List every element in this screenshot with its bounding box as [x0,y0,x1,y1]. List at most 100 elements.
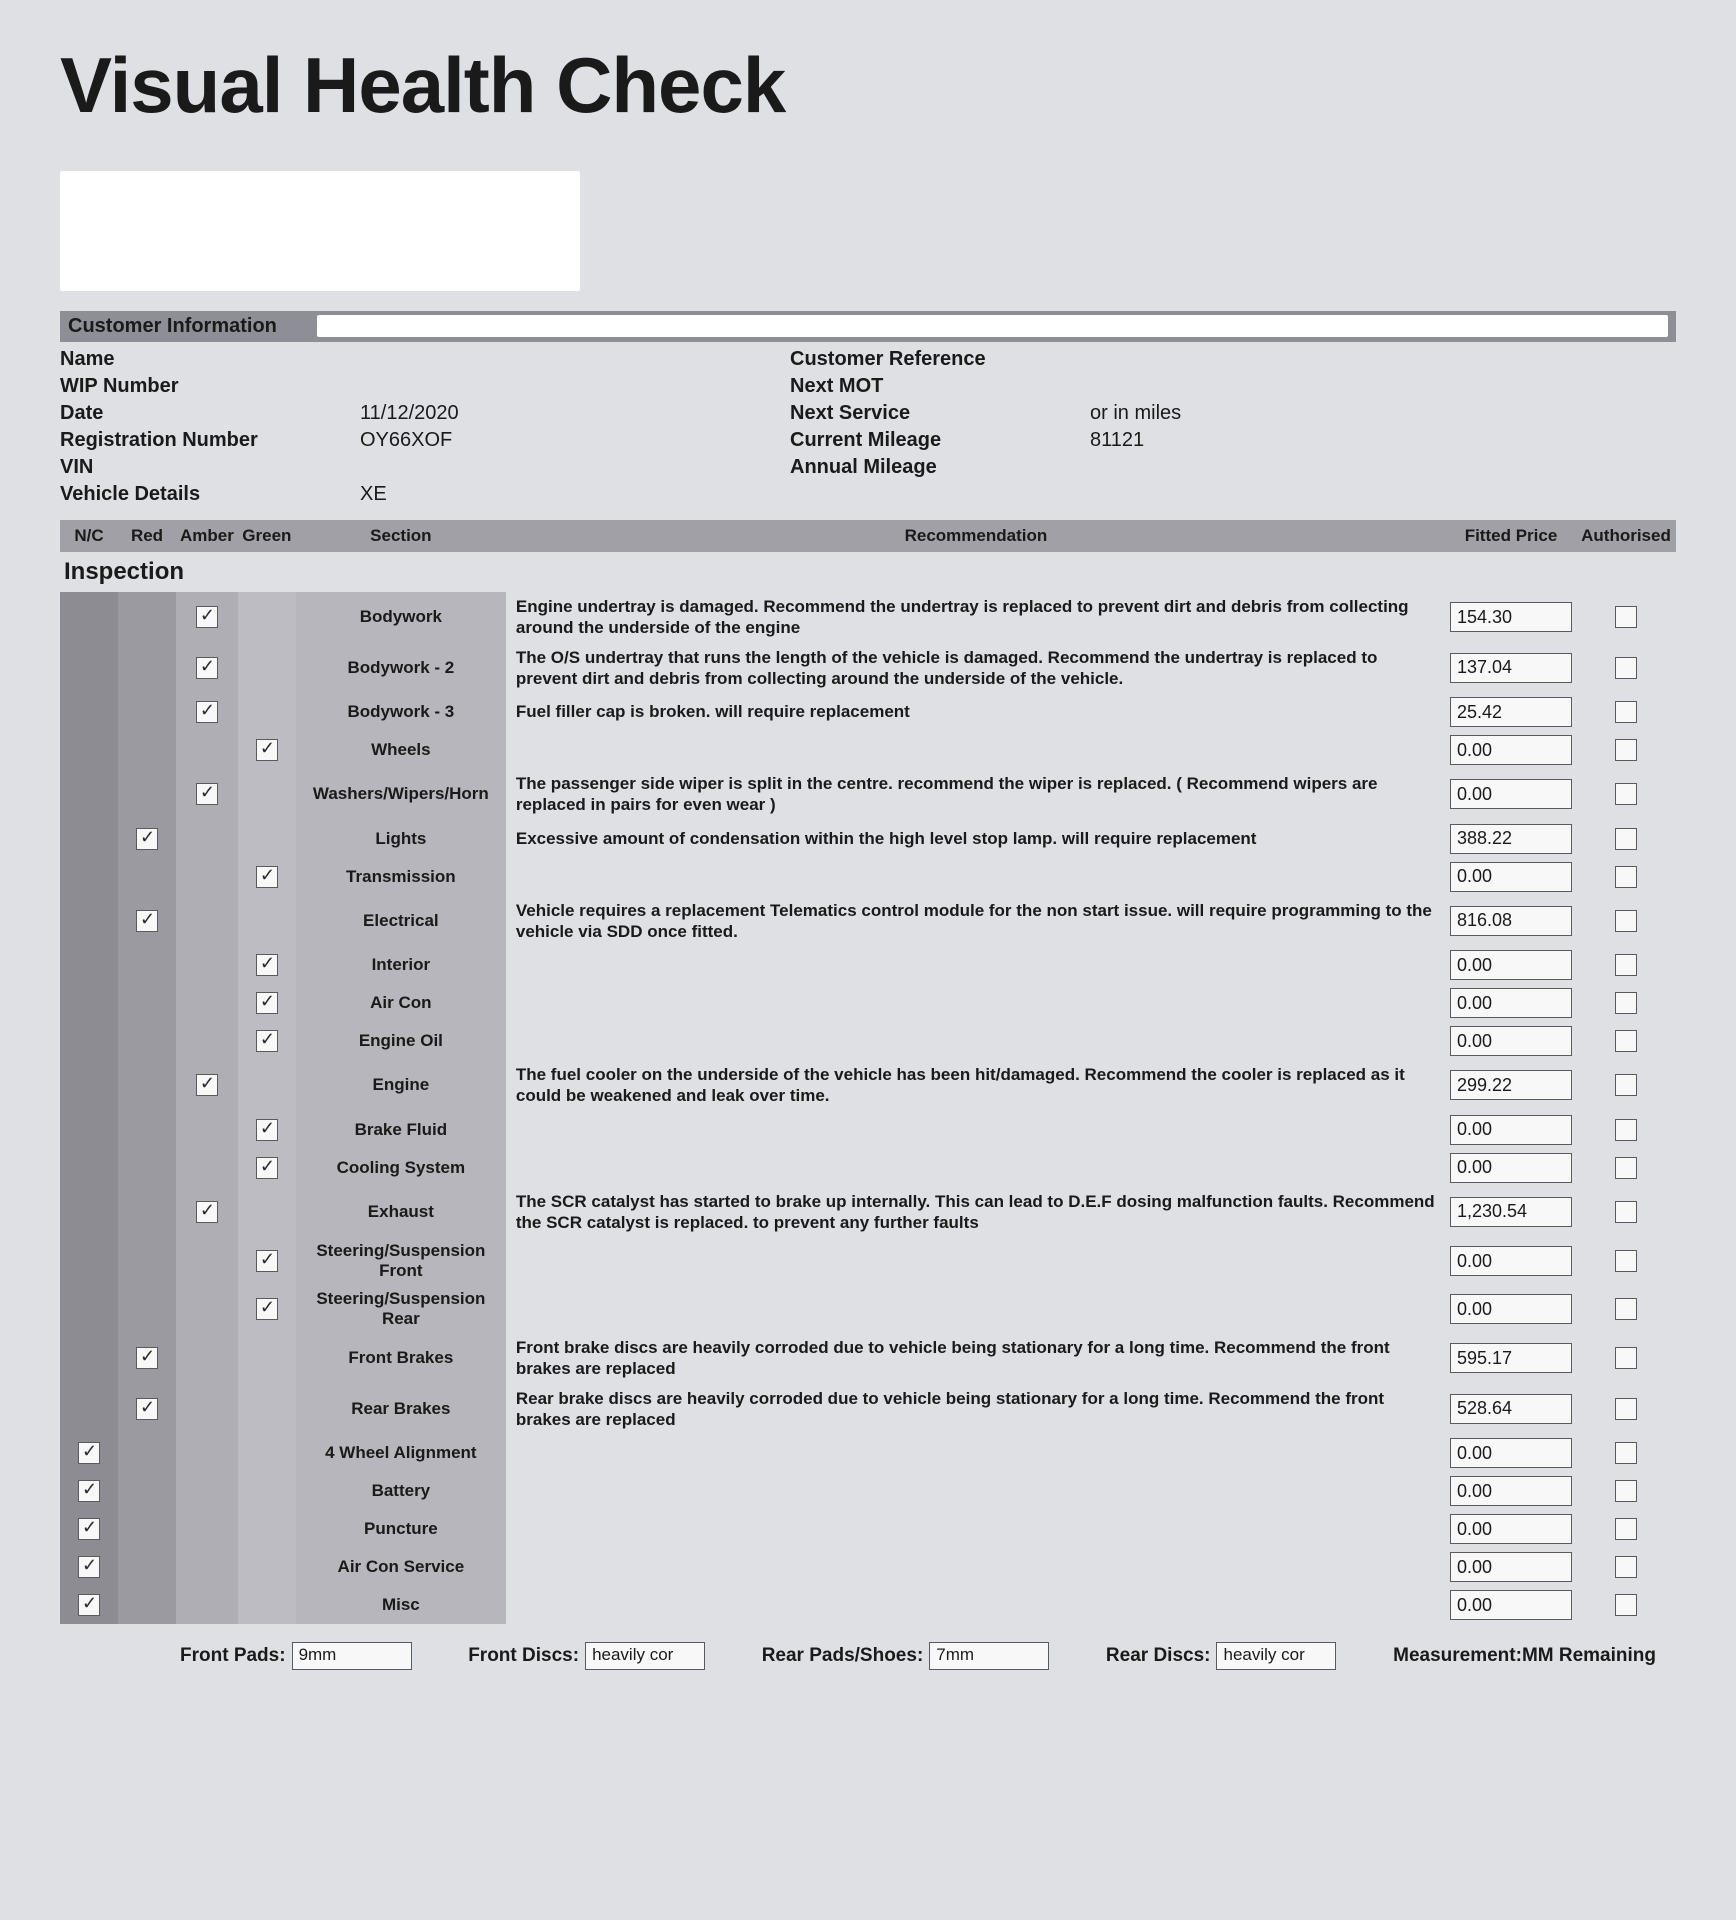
front-discs-value[interactable]: heavily cor [585,1642,705,1670]
rag-cell-green[interactable] [238,858,296,896]
rag-cell-nc[interactable] [60,1111,118,1149]
authorised-checkbox[interactable] [1615,1556,1637,1578]
rag-cell-red[interactable] [118,1060,176,1111]
rag-checkbox[interactable] [256,1030,278,1052]
price-input[interactable]: 0.00 [1450,779,1572,809]
authorised-checkbox[interactable] [1615,739,1637,761]
rag-cell-amber[interactable] [176,1111,238,1149]
authorised-checkbox[interactable] [1615,783,1637,805]
rag-checkbox[interactable] [256,1298,278,1320]
authorised-checkbox[interactable] [1615,1594,1637,1616]
rag-checkbox[interactable] [256,1250,278,1272]
authorised-checkbox[interactable] [1615,1119,1637,1141]
rag-checkbox[interactable] [196,657,218,679]
rag-cell-nc[interactable] [60,643,118,694]
rag-cell-nc[interactable] [60,1237,118,1285]
rag-cell-amber[interactable] [176,1187,238,1238]
rag-cell-nc[interactable] [60,1548,118,1586]
rear-discs-value[interactable]: heavily cor [1216,1642,1336,1670]
rag-cell-green[interactable] [238,1384,296,1435]
rag-cell-green[interactable] [238,1333,296,1384]
rag-checkbox[interactable] [196,1074,218,1096]
rag-cell-amber[interactable] [176,1022,238,1060]
rag-checkbox[interactable] [196,1201,218,1223]
rag-cell-amber[interactable] [176,1060,238,1111]
authorised-checkbox[interactable] [1615,657,1637,679]
rag-cell-amber[interactable] [176,1384,238,1435]
rag-cell-red[interactable] [118,1285,176,1333]
rag-cell-nc[interactable] [60,592,118,643]
rag-cell-nc[interactable] [60,1434,118,1472]
price-input[interactable]: 0.00 [1450,1438,1572,1468]
rag-cell-red[interactable] [118,1022,176,1060]
price-input[interactable]: 299.22 [1450,1070,1572,1100]
rag-cell-nc[interactable] [60,1022,118,1060]
price-input[interactable]: 154.30 [1450,602,1572,632]
rag-cell-amber[interactable] [176,1434,238,1472]
authorised-checkbox[interactable] [1615,1518,1637,1540]
rag-cell-red[interactable] [118,820,176,858]
rag-cell-red[interactable] [118,1149,176,1187]
rag-checkbox[interactable] [78,1442,100,1464]
rag-checkbox[interactable] [78,1518,100,1540]
price-input[interactable]: 0.00 [1450,1476,1572,1506]
price-input[interactable]: 816.08 [1450,906,1572,936]
rag-cell-nc[interactable] [60,1510,118,1548]
rag-cell-amber[interactable] [176,1548,238,1586]
rag-cell-red[interactable] [118,984,176,1022]
rag-checkbox[interactable] [256,992,278,1014]
authorised-checkbox[interactable] [1615,1480,1637,1502]
rag-cell-nc[interactable] [60,1187,118,1238]
rag-cell-amber[interactable] [176,1510,238,1548]
rag-cell-red[interactable] [118,769,176,820]
rag-checkbox[interactable] [256,739,278,761]
rag-cell-nc[interactable] [60,693,118,731]
rag-cell-green[interactable] [238,1586,296,1624]
rag-cell-green[interactable] [238,1022,296,1060]
authorised-checkbox[interactable] [1615,1250,1637,1272]
price-input[interactable]: 0.00 [1450,1590,1572,1620]
rag-cell-green[interactable] [238,1237,296,1285]
rag-cell-red[interactable] [118,1548,176,1586]
rear-pads-value[interactable]: 7mm [929,1642,1049,1670]
price-input[interactable]: 0.00 [1450,735,1572,765]
authorised-checkbox[interactable] [1615,866,1637,888]
rag-checkbox[interactable] [78,1556,100,1578]
rag-cell-amber[interactable] [176,1472,238,1510]
price-input[interactable]: 25.42 [1450,697,1572,727]
price-input[interactable]: 0.00 [1450,1514,1572,1544]
rag-cell-nc[interactable] [60,1384,118,1435]
rag-cell-amber[interactable] [176,946,238,984]
rag-cell-green[interactable] [238,769,296,820]
rag-cell-green[interactable] [238,896,296,947]
rag-cell-red[interactable] [118,1237,176,1285]
rag-cell-amber[interactable] [176,820,238,858]
rag-cell-nc[interactable] [60,896,118,947]
rag-cell-amber[interactable] [176,1586,238,1624]
price-input[interactable]: 0.00 [1450,1294,1572,1324]
rag-cell-green[interactable] [238,1285,296,1333]
rag-cell-amber[interactable] [176,1285,238,1333]
rag-cell-amber[interactable] [176,896,238,947]
authorised-checkbox[interactable] [1615,1347,1637,1369]
rag-checkbox[interactable] [136,1398,158,1420]
rag-cell-green[interactable] [238,592,296,643]
rag-cell-nc[interactable] [60,946,118,984]
rag-cell-amber[interactable] [176,693,238,731]
rag-checkbox[interactable] [196,606,218,628]
rag-cell-red[interactable] [118,693,176,731]
price-input[interactable]: 388.22 [1450,824,1572,854]
rag-cell-red[interactable] [118,643,176,694]
rag-cell-amber[interactable] [176,984,238,1022]
authorised-checkbox[interactable] [1615,828,1637,850]
rag-cell-red[interactable] [118,946,176,984]
rag-checkbox[interactable] [136,828,158,850]
rag-cell-green[interactable] [238,984,296,1022]
rag-cell-red[interactable] [118,858,176,896]
rag-checkbox[interactable] [78,1594,100,1616]
rag-cell-green[interactable] [238,1187,296,1238]
rag-cell-nc[interactable] [60,769,118,820]
authorised-checkbox[interactable] [1615,910,1637,932]
authorised-checkbox[interactable] [1615,701,1637,723]
rag-cell-amber[interactable] [176,1149,238,1187]
